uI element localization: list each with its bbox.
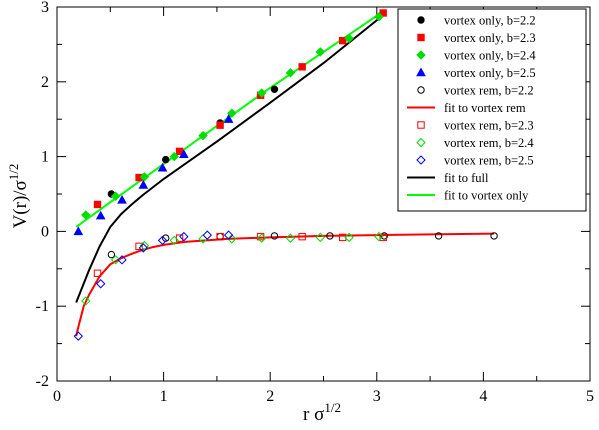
data-point	[379, 9, 387, 17]
data-point	[198, 130, 208, 141]
legend-entry-label: vortex rem, b=2.5	[444, 154, 534, 168]
legend-entry-label: vortex rem, b=2.4	[444, 136, 534, 150]
data-point	[93, 269, 102, 277]
legend-entry-label: fit to vortex rem	[444, 101, 526, 115]
data-point	[298, 63, 306, 71]
legend-swatch-marker	[416, 67, 426, 77]
data-point	[285, 233, 296, 243]
data-point	[135, 242, 143, 251]
y-tick-label: -1	[36, 298, 49, 315]
data-point	[379, 233, 387, 242]
data-point	[162, 155, 170, 164]
x-tick-label: 3	[373, 388, 381, 405]
data-point	[157, 162, 168, 172]
data-point	[169, 151, 179, 162]
legend-swatch-marker	[417, 86, 425, 94]
data-point	[81, 296, 91, 306]
data-point	[298, 232, 306, 241]
legend-swatch-marker	[417, 121, 425, 129]
axes-layer: 0 1 2 3 4 5 -2 -1 0 1 2 3	[36, 0, 594, 405]
data-point	[110, 191, 121, 201]
data-layer	[73, 9, 498, 341]
legend-entry-label: vortex only, b=2.3	[444, 31, 536, 45]
data-point	[202, 230, 213, 240]
data-point	[315, 47, 326, 57]
y-axis-title: V(r)/σ1/2	[6, 164, 31, 229]
data-point	[117, 194, 127, 204]
series-line	[75, 232, 495, 337]
x-tick-label: 2	[266, 388, 274, 405]
data-point	[338, 36, 347, 45]
data-point	[139, 172, 150, 182]
data-point	[490, 232, 498, 240]
data-point	[344, 33, 354, 44]
x-tick-label: 0	[53, 388, 61, 405]
legend-entry-label: fit to full	[444, 171, 489, 185]
data-point	[110, 255, 121, 265]
data-point	[179, 149, 189, 159]
x-tick-label: 4	[479, 388, 487, 405]
data-point	[256, 88, 267, 98]
data-point	[216, 121, 224, 129]
data-point	[374, 12, 384, 22]
legend-swatch-marker	[416, 137, 426, 148]
data-point	[344, 232, 354, 243]
legend: vortex only, b=2.2 vortex only, b=2.3 vort…	[397, 8, 587, 212]
data-point	[179, 231, 189, 242]
data-point	[223, 114, 234, 123]
data-point	[270, 85, 279, 93]
data-point	[93, 200, 102, 209]
data-point	[73, 331, 84, 341]
x-tick-label: 1	[160, 388, 168, 405]
legend-swatch-marker	[417, 16, 425, 24]
y-tick-label: -2	[36, 373, 49, 390]
data-point	[285, 68, 296, 78]
x-tick-label: 5	[586, 388, 594, 405]
y-tick-label: 3	[41, 0, 49, 16]
data-point	[338, 233, 347, 242]
y-tick-label: 2	[41, 74, 49, 91]
data-point	[169, 235, 179, 246]
legend-entry-label: vortex only, b=2.4	[444, 49, 536, 63]
data-point	[138, 243, 149, 253]
data-point	[73, 226, 84, 236]
data-point	[227, 108, 237, 118]
legend-swatch-marker	[417, 33, 425, 42]
data-point	[216, 232, 224, 241]
legend-entry-label: vortex rem, b=2.2	[444, 84, 534, 98]
data-point	[139, 240, 150, 251]
x-axis-title: r σ1/2	[303, 400, 341, 425]
legend-swatch-marker	[416, 50, 426, 60]
data-point	[138, 179, 149, 189]
legend-swatch-marker	[416, 155, 426, 165]
data-point	[223, 230, 234, 240]
legend-entry-label: vortex only, b=2.5	[444, 66, 536, 80]
data-point	[380, 232, 388, 240]
series-line	[75, 15, 383, 303]
y-tick-label: 0	[41, 223, 49, 240]
data-point	[117, 255, 127, 265]
data-point	[157, 235, 168, 246]
data-point	[227, 234, 237, 244]
data-point	[95, 210, 106, 220]
legend-entry-label: vortex only, b=2.2	[444, 14, 536, 28]
data-point	[107, 250, 116, 259]
data-point	[326, 232, 334, 240]
legend-entry-label: vortex rem, b=2.3	[444, 119, 534, 133]
data-point	[434, 232, 443, 240]
data-point	[315, 232, 326, 243]
data-point	[95, 279, 106, 289]
data-point	[374, 231, 384, 242]
legend-entry-label: fit to vortex only	[444, 189, 529, 203]
data-point	[81, 210, 91, 220]
data-point	[162, 234, 170, 242]
y-tick-label: 1	[41, 149, 49, 166]
data-point	[270, 232, 279, 240]
data-point	[256, 233, 267, 243]
